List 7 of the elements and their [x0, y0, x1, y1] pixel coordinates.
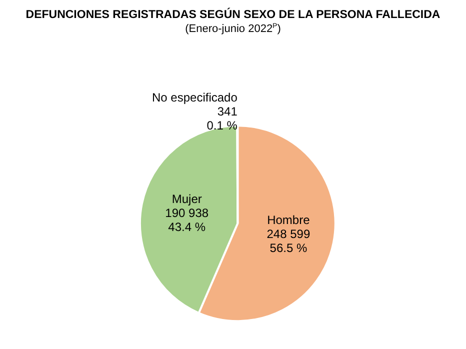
slice-label: Mujer: [172, 192, 202, 206]
chart-title: DEFUNCIONES REGISTRADAS SEGÚN SEXO DE LA PERSONA FALLECIDA: [26, 7, 440, 21]
data-label: 248 599 56.5 %: [266, 226, 310, 255]
slice-label: No especificado: [152, 90, 238, 105]
slice-label: Hombre: [267, 212, 310, 227]
data-label: 190 938 43.4 %: [165, 206, 209, 234]
data-label: 341 0.1 %: [206, 104, 238, 133]
